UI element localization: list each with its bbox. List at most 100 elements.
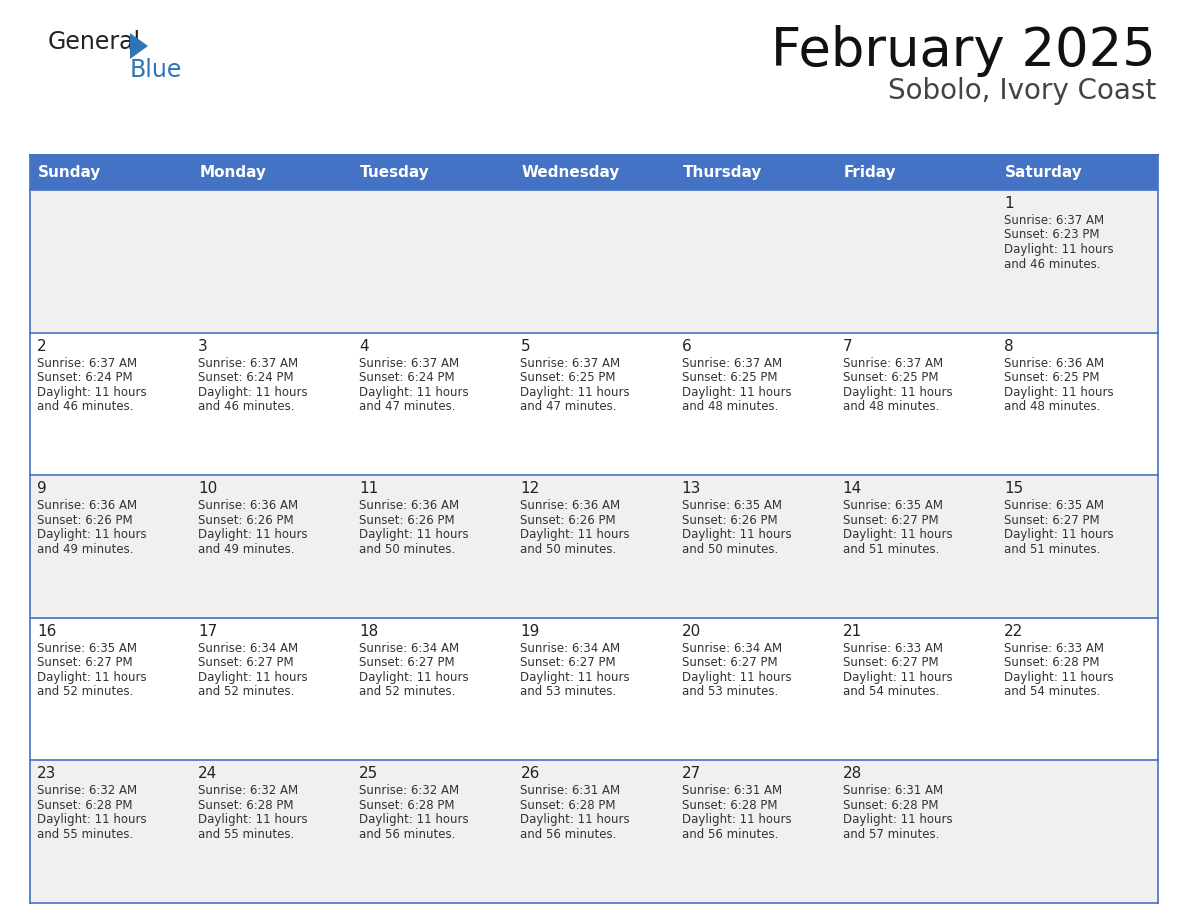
Text: Sunrise: 6:32 AM: Sunrise: 6:32 AM bbox=[37, 784, 137, 798]
Polygon shape bbox=[129, 33, 148, 59]
Text: Sobolo, Ivory Coast: Sobolo, Ivory Coast bbox=[887, 77, 1156, 105]
Bar bbox=[513, 190, 675, 332]
Bar bbox=[835, 618, 997, 760]
Text: Thursday: Thursday bbox=[683, 165, 762, 180]
Text: 5: 5 bbox=[520, 339, 530, 353]
Text: Sunrise: 6:32 AM: Sunrise: 6:32 AM bbox=[198, 784, 298, 798]
Text: and 56 minutes.: and 56 minutes. bbox=[520, 828, 617, 841]
Text: 17: 17 bbox=[198, 624, 217, 639]
Text: Sunset: 6:26 PM: Sunset: 6:26 PM bbox=[359, 514, 455, 527]
Bar bbox=[675, 332, 835, 476]
Bar bbox=[997, 332, 1158, 476]
Text: Sunset: 6:28 PM: Sunset: 6:28 PM bbox=[1004, 656, 1099, 669]
Text: and 48 minutes.: and 48 minutes. bbox=[842, 400, 939, 413]
Text: Sunset: 6:24 PM: Sunset: 6:24 PM bbox=[359, 371, 455, 384]
Text: Sunrise: 6:33 AM: Sunrise: 6:33 AM bbox=[1004, 642, 1104, 655]
Bar bbox=[191, 332, 353, 476]
Text: 15: 15 bbox=[1004, 481, 1023, 497]
Text: Daylight: 11 hours: Daylight: 11 hours bbox=[842, 671, 953, 684]
Text: Sunset: 6:28 PM: Sunset: 6:28 PM bbox=[198, 799, 293, 812]
Text: Sunrise: 6:36 AM: Sunrise: 6:36 AM bbox=[520, 499, 620, 512]
Text: Sunset: 6:27 PM: Sunset: 6:27 PM bbox=[37, 656, 133, 669]
Text: 3: 3 bbox=[198, 339, 208, 353]
Text: Sunset: 6:26 PM: Sunset: 6:26 PM bbox=[37, 514, 133, 527]
Text: Sunrise: 6:36 AM: Sunrise: 6:36 AM bbox=[37, 499, 137, 512]
Text: Sunrise: 6:31 AM: Sunrise: 6:31 AM bbox=[682, 784, 782, 798]
Text: 22: 22 bbox=[1004, 624, 1023, 639]
Text: Sunrise: 6:36 AM: Sunrise: 6:36 AM bbox=[198, 499, 298, 512]
Bar bbox=[30, 332, 191, 476]
Text: 1: 1 bbox=[1004, 196, 1013, 211]
Text: and 49 minutes.: and 49 minutes. bbox=[198, 543, 295, 555]
Text: Sunrise: 6:36 AM: Sunrise: 6:36 AM bbox=[1004, 356, 1104, 370]
Text: Sunrise: 6:34 AM: Sunrise: 6:34 AM bbox=[198, 642, 298, 655]
Text: Sunrise: 6:33 AM: Sunrise: 6:33 AM bbox=[842, 642, 943, 655]
Bar bbox=[835, 155, 997, 190]
Text: Sunrise: 6:32 AM: Sunrise: 6:32 AM bbox=[359, 784, 460, 798]
Text: February 2025: February 2025 bbox=[771, 25, 1156, 77]
Bar bbox=[513, 760, 675, 903]
Bar bbox=[835, 332, 997, 476]
Text: Sunset: 6:27 PM: Sunset: 6:27 PM bbox=[198, 656, 293, 669]
Text: Sunset: 6:25 PM: Sunset: 6:25 PM bbox=[682, 371, 777, 384]
Text: and 50 minutes.: and 50 minutes. bbox=[682, 543, 778, 555]
Text: and 52 minutes.: and 52 minutes. bbox=[198, 686, 295, 699]
Bar bbox=[191, 155, 353, 190]
Text: Sunset: 6:25 PM: Sunset: 6:25 PM bbox=[1004, 371, 1099, 384]
Text: 14: 14 bbox=[842, 481, 862, 497]
Text: Daylight: 11 hours: Daylight: 11 hours bbox=[520, 671, 630, 684]
Text: Daylight: 11 hours: Daylight: 11 hours bbox=[1004, 243, 1113, 256]
Text: 12: 12 bbox=[520, 481, 539, 497]
Text: Sunset: 6:24 PM: Sunset: 6:24 PM bbox=[198, 371, 293, 384]
Text: Sunset: 6:27 PM: Sunset: 6:27 PM bbox=[842, 656, 939, 669]
Text: Daylight: 11 hours: Daylight: 11 hours bbox=[682, 813, 791, 826]
Text: Daylight: 11 hours: Daylight: 11 hours bbox=[842, 386, 953, 398]
Text: Daylight: 11 hours: Daylight: 11 hours bbox=[842, 813, 953, 826]
Text: Sunrise: 6:37 AM: Sunrise: 6:37 AM bbox=[1004, 214, 1104, 227]
Text: and 46 minutes.: and 46 minutes. bbox=[37, 400, 133, 413]
Text: and 54 minutes.: and 54 minutes. bbox=[1004, 686, 1100, 699]
Text: Sunrise: 6:35 AM: Sunrise: 6:35 AM bbox=[682, 499, 782, 512]
Text: 10: 10 bbox=[198, 481, 217, 497]
Text: Sunset: 6:25 PM: Sunset: 6:25 PM bbox=[520, 371, 615, 384]
Text: Sunset: 6:27 PM: Sunset: 6:27 PM bbox=[842, 514, 939, 527]
Text: Sunrise: 6:36 AM: Sunrise: 6:36 AM bbox=[359, 499, 460, 512]
Text: Daylight: 11 hours: Daylight: 11 hours bbox=[198, 528, 308, 542]
Text: Daylight: 11 hours: Daylight: 11 hours bbox=[1004, 671, 1113, 684]
Bar bbox=[353, 332, 513, 476]
Text: Daylight: 11 hours: Daylight: 11 hours bbox=[198, 671, 308, 684]
Bar bbox=[30, 190, 191, 332]
Text: Sunrise: 6:37 AM: Sunrise: 6:37 AM bbox=[842, 356, 943, 370]
Text: Tuesday: Tuesday bbox=[360, 165, 430, 180]
Bar bbox=[513, 155, 675, 190]
Bar bbox=[513, 332, 675, 476]
Text: Sunset: 6:27 PM: Sunset: 6:27 PM bbox=[520, 656, 617, 669]
Text: Sunset: 6:27 PM: Sunset: 6:27 PM bbox=[682, 656, 777, 669]
Text: Sunrise: 6:37 AM: Sunrise: 6:37 AM bbox=[520, 356, 620, 370]
Bar bbox=[675, 618, 835, 760]
Bar bbox=[835, 190, 997, 332]
Text: Sunset: 6:26 PM: Sunset: 6:26 PM bbox=[682, 514, 777, 527]
Bar bbox=[191, 760, 353, 903]
Bar bbox=[191, 618, 353, 760]
Text: and 52 minutes.: and 52 minutes. bbox=[37, 686, 133, 699]
Bar bbox=[675, 476, 835, 618]
Bar bbox=[353, 760, 513, 903]
Bar bbox=[353, 476, 513, 618]
Text: and 48 minutes.: and 48 minutes. bbox=[1004, 400, 1100, 413]
Text: Sunrise: 6:35 AM: Sunrise: 6:35 AM bbox=[1004, 499, 1104, 512]
Bar bbox=[191, 190, 353, 332]
Text: Sunrise: 6:37 AM: Sunrise: 6:37 AM bbox=[682, 356, 782, 370]
Text: Sunrise: 6:37 AM: Sunrise: 6:37 AM bbox=[359, 356, 460, 370]
Text: and 55 minutes.: and 55 minutes. bbox=[198, 828, 295, 841]
Text: Daylight: 11 hours: Daylight: 11 hours bbox=[1004, 528, 1113, 542]
Text: 9: 9 bbox=[37, 481, 46, 497]
Bar bbox=[835, 476, 997, 618]
Text: Daylight: 11 hours: Daylight: 11 hours bbox=[37, 813, 146, 826]
Text: Sunrise: 6:37 AM: Sunrise: 6:37 AM bbox=[198, 356, 298, 370]
Bar bbox=[30, 476, 191, 618]
Text: 11: 11 bbox=[359, 481, 379, 497]
Text: 23: 23 bbox=[37, 767, 56, 781]
Text: Sunrise: 6:34 AM: Sunrise: 6:34 AM bbox=[682, 642, 782, 655]
Text: and 53 minutes.: and 53 minutes. bbox=[520, 686, 617, 699]
